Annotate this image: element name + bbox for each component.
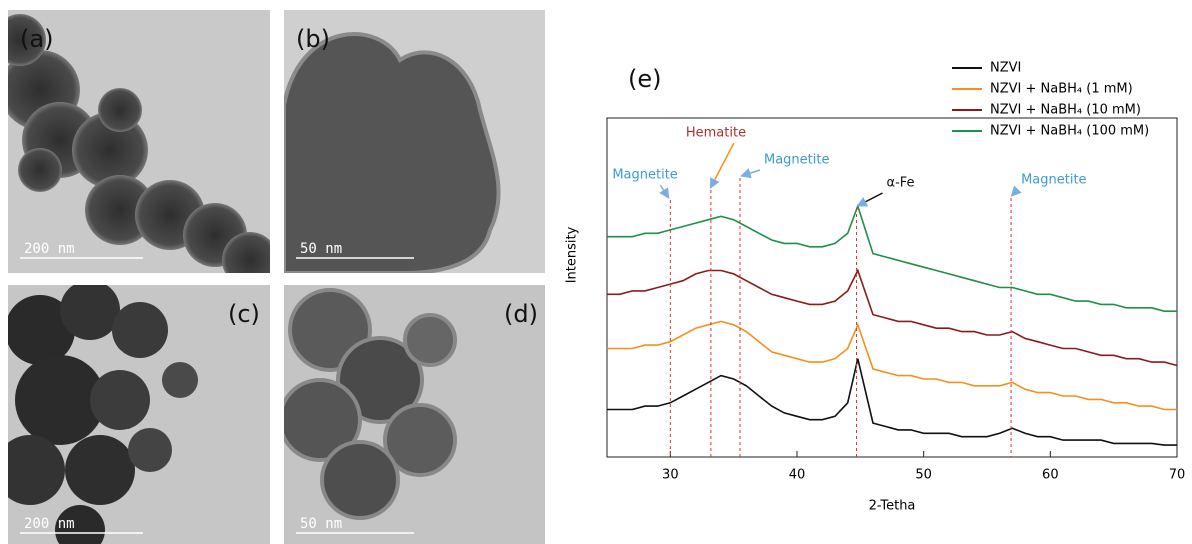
scale-bar-label: 200 nm xyxy=(24,516,75,532)
x-tick-label: 50 xyxy=(915,468,932,483)
tem-image-a xyxy=(8,10,270,273)
annotation-arrow xyxy=(709,142,735,189)
scale-bar-label: 200 nm xyxy=(24,241,75,257)
legend-label: NZVI + NaBH₄ (1 mM) xyxy=(990,82,1133,97)
annotation-label: Magnetite xyxy=(612,168,677,183)
annotation-arrow xyxy=(740,168,761,179)
panel-label: (b) xyxy=(296,25,330,53)
plot-frame xyxy=(606,117,1178,458)
x-axis-label: 2-Tetha xyxy=(869,499,916,514)
scale-bar-label: 50 nm xyxy=(300,516,342,532)
x-tick-label: 40 xyxy=(789,468,806,483)
scale-bar-label: 50 nm xyxy=(300,241,342,257)
annotation-label: Hematite xyxy=(686,126,746,141)
annotation-arrow xyxy=(856,192,883,207)
series-line xyxy=(607,268,1178,367)
legend-label: NZVI + NaBH₄ (10 mM) xyxy=(990,103,1141,118)
annotation-arrow xyxy=(659,184,670,199)
legend-label: NZVI + NaBH₄ (100 mM) xyxy=(990,124,1149,139)
tem-image-c xyxy=(8,285,270,544)
panel-label: (a) xyxy=(20,25,53,53)
y-axis-label: Intensity xyxy=(565,226,580,283)
series-line xyxy=(607,320,1177,411)
tem-image-d xyxy=(284,285,545,544)
annotation-label: α-Fe xyxy=(887,176,915,191)
x-tick-label: 30 xyxy=(662,468,679,483)
tem-image-b xyxy=(284,10,545,273)
x-tick-label: 70 xyxy=(1169,468,1186,483)
annotation-label: Magnetite xyxy=(1021,173,1086,188)
panel-label: (e) xyxy=(628,65,662,93)
panel-label: (d) xyxy=(504,300,538,328)
series-line xyxy=(607,358,1177,446)
x-tick-label: 60 xyxy=(1042,468,1059,483)
annotation-arrow xyxy=(1010,185,1022,197)
legend-label: NZVI xyxy=(990,61,1021,76)
xrd-chart: 30 40 50 60 70 2-Tetha Intensity (e) NZVI NZVI + … xyxy=(565,61,1186,514)
tem-labels: (a) 200 nm (b) 50 nm (c) 200 nm (d) 50 nm xyxy=(20,25,538,534)
series-line xyxy=(607,203,1177,312)
panel-label: (c) xyxy=(228,300,260,328)
annotation-label: Magnetite xyxy=(764,153,829,168)
